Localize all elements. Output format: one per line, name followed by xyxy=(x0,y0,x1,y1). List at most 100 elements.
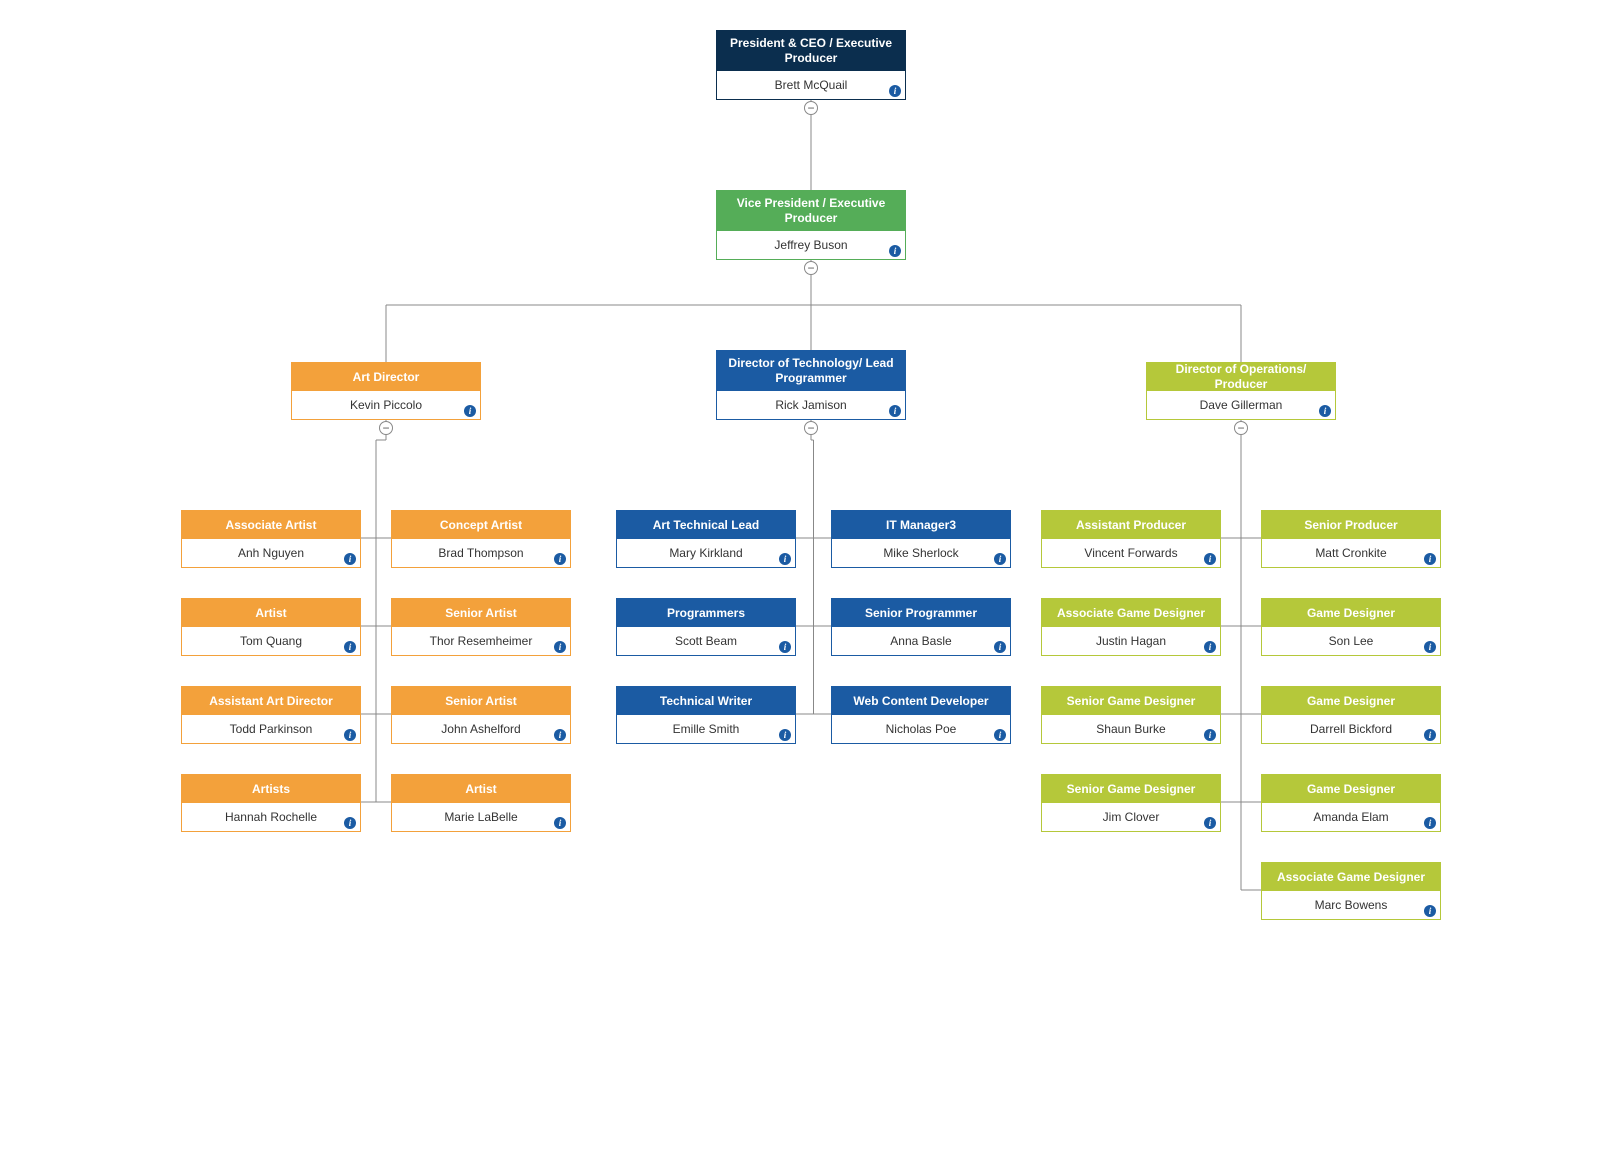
node-ops-director-title: Director of Operations/ Producer xyxy=(1147,363,1335,391)
node-art-right-3-title: Artist xyxy=(392,775,570,803)
node-ops-left-1-name-text: Justin Hagan xyxy=(1096,634,1166,648)
collapse-toggle[interactable]: − xyxy=(379,421,393,435)
collapse-toggle[interactable]: − xyxy=(804,421,818,435)
info-icon[interactable]: i xyxy=(1319,405,1331,417)
node-ops-right-3-name: Amanda Elam i xyxy=(1262,803,1440,831)
info-icon[interactable]: i xyxy=(344,641,356,653)
info-icon[interactable]: i xyxy=(1424,553,1436,565)
info-icon[interactable]: i xyxy=(889,405,901,417)
info-icon[interactable]: i xyxy=(1204,729,1216,741)
node-art-left-0-title: Associate Artist xyxy=(182,511,360,539)
info-icon[interactable]: i xyxy=(779,729,791,741)
node-ops-right-4-name: Marc Bowensi xyxy=(1262,891,1440,919)
node-ops-right-3-name-text: Amanda Elam xyxy=(1313,810,1388,824)
node-tech-left-0: Art Technical LeadMary Kirklandi xyxy=(616,510,796,568)
info-icon[interactable]: i xyxy=(1424,905,1436,917)
node-ops-left-1: Associate Game DesignerJustin Hagani xyxy=(1041,598,1221,656)
node-tech-left-1: ProgrammersScott Beami xyxy=(616,598,796,656)
node-ops-left-2-name: Shaun Burke i xyxy=(1042,715,1220,743)
node-tech-left-1-title: Programmers xyxy=(617,599,795,627)
info-icon[interactable]: i xyxy=(1424,641,1436,653)
node-ops-left-2: Senior Game Designer Shaun Burke i xyxy=(1041,686,1221,744)
node-ops-right-4: Associate Game DesignerMarc Bowensi xyxy=(1261,862,1441,920)
node-tech-director-title: Director of Technology/ Lead Programmer xyxy=(717,351,905,391)
node-tech-right-2-name: Nicholas Poei xyxy=(832,715,1010,743)
node-art-left-2-name-text: Todd Parkinson xyxy=(230,722,313,736)
node-ops-director-name-text: Dave Gillerman xyxy=(1200,398,1283,412)
node-art-director-name: Kevin Piccolo i xyxy=(292,391,480,419)
node-ops-director: Director of Operations/ Producer Dave Gil… xyxy=(1146,362,1336,420)
node-art-right-3: ArtistMarie LaBellei xyxy=(391,774,571,832)
info-icon[interactable]: i xyxy=(554,817,566,829)
node-art-right-0-name: Brad Thompsoni xyxy=(392,539,570,567)
collapse-toggle[interactable]: − xyxy=(804,261,818,275)
info-icon[interactable]: i xyxy=(994,641,1006,653)
node-ops-right-3-title: Game Designer xyxy=(1262,775,1440,803)
node-art-director-name-text: Kevin Piccolo xyxy=(350,398,422,412)
info-icon[interactable]: i xyxy=(1204,817,1216,829)
node-ops-left-0: Assistant ProducerVincent Forwardsi xyxy=(1041,510,1221,568)
node-tech-right-1: Senior ProgrammerAnna Baslei xyxy=(831,598,1011,656)
collapse-toggle[interactable]: − xyxy=(804,101,818,115)
node-art-left-1-name-text: Tom Quang xyxy=(240,634,302,648)
node-ops-left-2-name-text: Shaun Burke xyxy=(1096,722,1165,736)
node-ops-left-0-name-text: Vincent Forwards xyxy=(1084,546,1177,560)
collapse-toggle[interactable]: − xyxy=(1234,421,1248,435)
info-icon[interactable]: i xyxy=(994,553,1006,565)
node-ceo-name-text: Brett McQuail xyxy=(775,78,848,92)
info-icon[interactable]: i xyxy=(344,817,356,829)
node-ops-left-3-name: Jim Cloveri xyxy=(1042,803,1220,831)
node-ops-right-1-title: Game Designer xyxy=(1262,599,1440,627)
info-icon[interactable]: i xyxy=(1204,641,1216,653)
info-icon[interactable]: i xyxy=(1424,729,1436,741)
node-ops-left-2-title: Senior Game Designer xyxy=(1042,687,1220,715)
node-tech-left-2-name: Emille Smith i xyxy=(617,715,795,743)
info-icon[interactable]: i xyxy=(889,85,901,97)
node-art-right-1-name: Thor Resemheimeri xyxy=(392,627,570,655)
node-art-left-3-name: Hannah Rochelle i xyxy=(182,803,360,831)
node-tech-left-0-name: Mary Kirklandi xyxy=(617,539,795,567)
node-art-left-2-title: Assistant Art Director xyxy=(182,687,360,715)
node-tech-right-0-name-text: Mike Sherlock xyxy=(883,546,958,560)
info-icon[interactable]: i xyxy=(554,729,566,741)
node-ops-right-1: Game DesignerSon Leei xyxy=(1261,598,1441,656)
node-art-left-3-name-text: Hannah Rochelle xyxy=(225,810,317,824)
info-icon[interactable]: i xyxy=(1204,553,1216,565)
node-art-right-2-title: Senior Artist xyxy=(392,687,570,715)
node-vp-name-text: Jeffrey Buson xyxy=(774,238,847,252)
node-tech-left-2: Technical WriterEmille Smithi xyxy=(616,686,796,744)
info-icon[interactable]: i xyxy=(464,405,476,417)
node-art-right-0: Concept ArtistBrad Thompsoni xyxy=(391,510,571,568)
info-icon[interactable]: i xyxy=(344,729,356,741)
node-ops-right-0-name: Matt Cronkitei xyxy=(1262,539,1440,567)
node-ops-right-3: Game Designer Amanda Elam i xyxy=(1261,774,1441,832)
node-tech-right-2: Web Content DeveloperNicholas Poei xyxy=(831,686,1011,744)
node-ops-left-3-title: Senior Game Designer xyxy=(1042,775,1220,803)
node-tech-right-0: IT Manager3Mike Sherlocki xyxy=(831,510,1011,568)
node-ops-left-3: Senior Game DesignerJim Cloveri xyxy=(1041,774,1221,832)
info-icon[interactable]: i xyxy=(554,641,566,653)
org-chart: President & CEO / Executive ProducerBret… xyxy=(111,30,1511,1090)
node-art-left-1-name: Tom Quang i xyxy=(182,627,360,655)
node-art-left-2: Assistant Art Director Todd Parkinson i xyxy=(181,686,361,744)
node-tech-right-2-title: Web Content Developer xyxy=(832,687,1010,715)
node-art-left-2-name: Todd Parkinson i xyxy=(182,715,360,743)
info-icon[interactable]: i xyxy=(779,641,791,653)
info-icon[interactable]: i xyxy=(779,553,791,565)
node-tech-left-2-name-text: Emille Smith xyxy=(673,722,740,736)
node-vp-title: Vice President / Executive Producer xyxy=(717,191,905,231)
info-icon[interactable]: i xyxy=(1424,817,1436,829)
info-icon[interactable]: i xyxy=(344,553,356,565)
node-ops-right-0-title: Senior Producer xyxy=(1262,511,1440,539)
node-art-left-1-title: Artist xyxy=(182,599,360,627)
node-ops-right-2-name-text: Darrell Bickford xyxy=(1310,722,1392,736)
info-icon[interactable]: i xyxy=(554,553,566,565)
node-tech-right-1-name: Anna Baslei xyxy=(832,627,1010,655)
info-icon[interactable]: i xyxy=(994,729,1006,741)
node-tech-director: Director of Technology/ Lead ProgrammerR… xyxy=(716,350,906,420)
node-art-right-1: Senior ArtistThor Resemheimeri xyxy=(391,598,571,656)
info-icon[interactable]: i xyxy=(889,245,901,257)
node-art-right-3-name: Marie LaBellei xyxy=(392,803,570,831)
node-vp: Vice President / Executive Producer Jeffr… xyxy=(716,190,906,260)
node-art-left-1: Artist Tom Quang i xyxy=(181,598,361,656)
